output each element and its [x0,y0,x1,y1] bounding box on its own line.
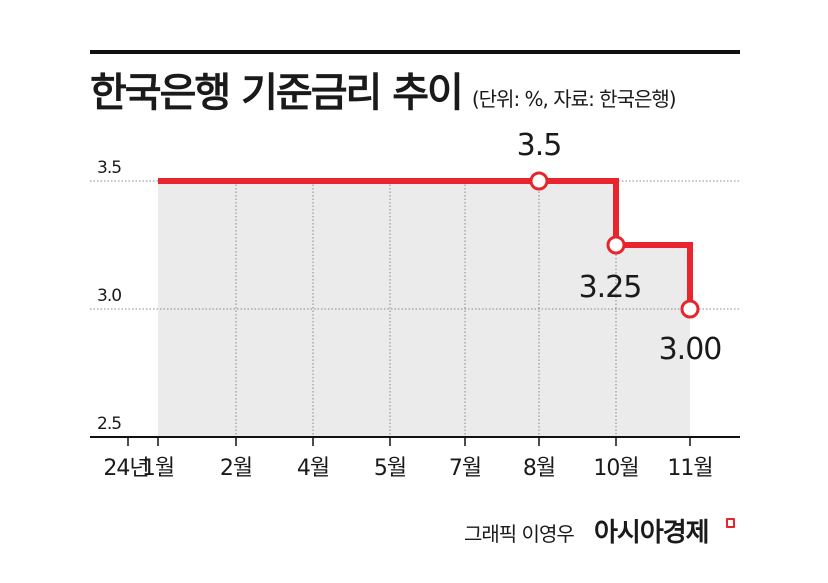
chart-subtitle: (단위: %, 자료: 한국은행) [471,87,677,111]
y-tick-label: 3.0 [97,286,121,306]
data-label: 3.00 [659,332,722,367]
x-tick-label: 11월 [667,456,712,481]
rate-line [158,178,693,309]
x-tick-label: 2월 [220,456,252,481]
data-point-marker [529,171,549,191]
title-row: 한국은행 기준금리 추이 (단위: %, 자료: 한국은행) [90,60,677,116]
x-tick-label: 24년 [103,456,148,481]
x-tick-label: 5월 [374,456,406,481]
top-rule [90,50,740,54]
x-tick-label: 10월 [593,456,638,481]
brand-logo: 아시아경제 [594,518,710,548]
x-tick-label: 1월 [142,456,174,481]
x-tick-label: 8월 [523,456,555,481]
data-point-marker [606,235,626,255]
data-label: 3.5 [517,128,562,163]
y-tick-label: 3.5 [97,158,121,178]
brand-mark-icon [726,518,735,528]
x-tick-label: 4월 [297,456,329,481]
line-layer [158,171,700,319]
data-point-marker [680,299,700,319]
y-tick-label: 2.5 [97,414,121,434]
data-label: 3.25 [579,270,642,305]
graphic-credit: 그래픽 이영우 [464,522,575,546]
x-tick-label: 7월 [449,456,481,481]
chart-title: 한국은행 기준금리 추이 [90,70,464,116]
